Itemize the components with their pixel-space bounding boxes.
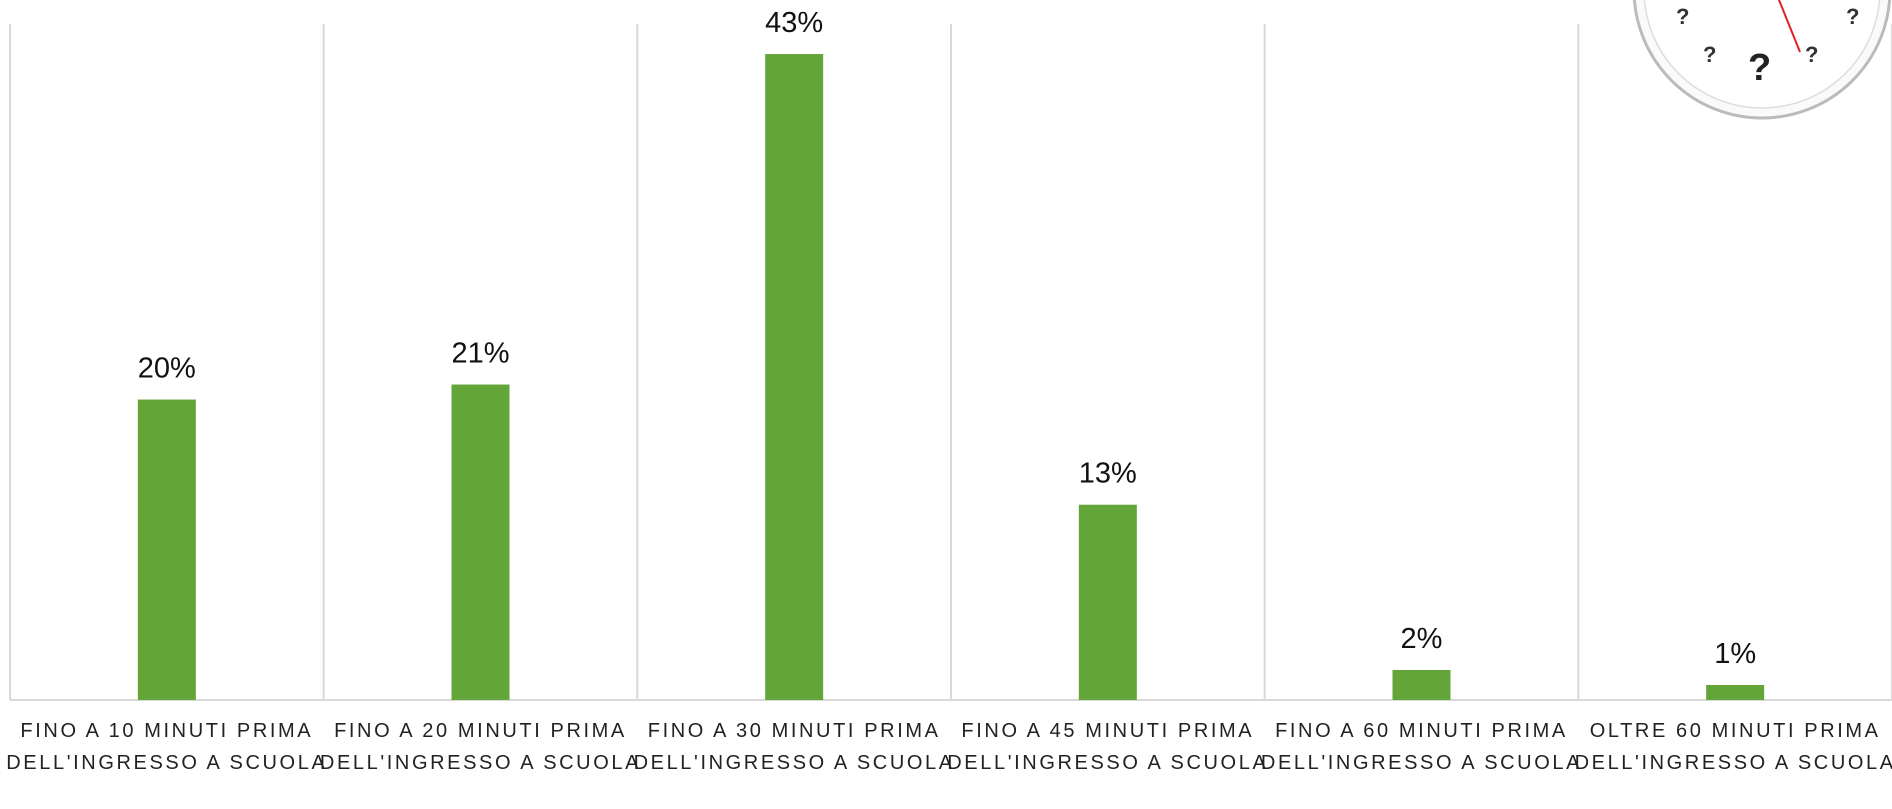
svg-text:?: ? — [1805, 42, 1818, 67]
x-tick-label: OLTRE 60 MINUTI PRIMA DELL'INGRESSO A SC… — [1574, 720, 1892, 774]
value-label: 20% — [138, 353, 196, 385]
x-tick-label: FINO A 45 MINUTI PRIMA DELL'INGRESSO A S… — [947, 720, 1269, 774]
bar — [1392, 669, 1451, 700]
value-label: 13% — [1079, 458, 1137, 490]
clock-icon: ? ? ? ? ? — [1632, 0, 1892, 120]
svg-text:?: ? — [1703, 42, 1716, 67]
bar — [765, 54, 824, 701]
value-label: 43% — [765, 7, 823, 39]
svg-text:?: ? — [1846, 4, 1859, 29]
x-tick-label: FINO A 60 MINUTI PRIMA DELL'INGRESSO A S… — [1260, 720, 1583, 774]
value-label: 2% — [1401, 623, 1443, 655]
value-label: 21% — [451, 338, 509, 370]
bar — [137, 399, 196, 700]
bar — [1706, 684, 1765, 700]
bar — [1078, 504, 1137, 700]
bar — [451, 384, 510, 700]
x-tick-label: FINO A 20 MINUTI PRIMA DELL'INGRESSO A S… — [319, 720, 642, 774]
x-tick-label: FINO A 10 MINUTI PRIMA DELL'INGRESSO A S… — [6, 720, 328, 774]
svg-text:?: ? — [1748, 47, 1771, 89]
svg-text:?: ? — [1676, 4, 1689, 29]
value-label: 1% — [1714, 638, 1756, 670]
x-tick-label: FINO A 30 MINUTI PRIMA DELL'INGRESSO A S… — [633, 720, 955, 774]
